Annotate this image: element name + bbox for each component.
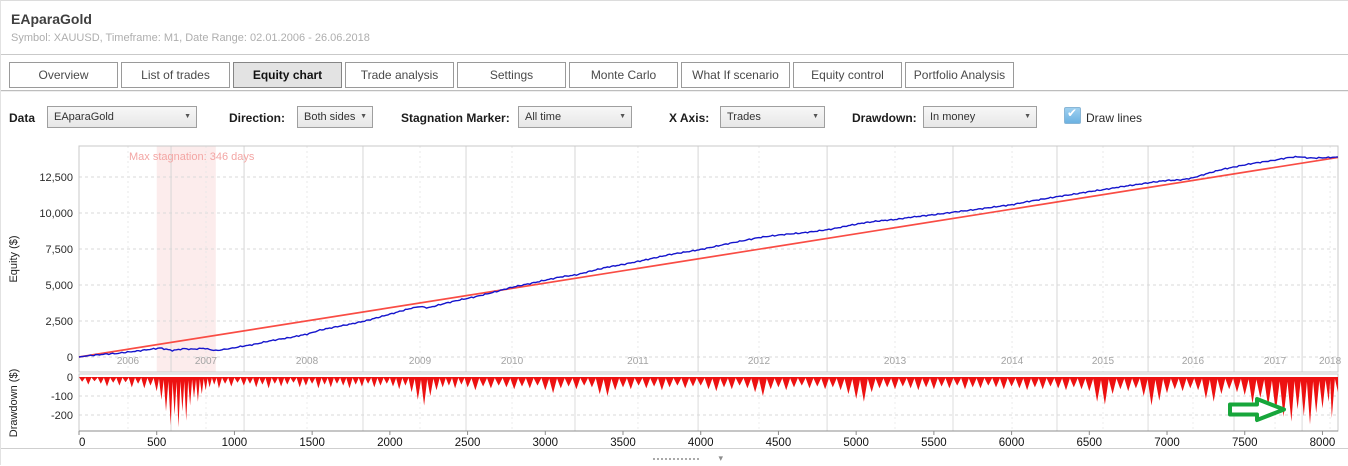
equity-axis-tick-label: 7,500	[45, 244, 73, 256]
year-tick-label: 2008	[296, 356, 319, 367]
direction-select[interactable]: Both sides ▼	[297, 106, 373, 128]
year-tick-label: 2006	[117, 356, 140, 367]
green-arrow-annotation	[1228, 397, 1286, 422]
chart-footer-divider	[1, 448, 1348, 449]
year-tick-label: 2011	[627, 356, 649, 367]
page-subtitle: Symbol: XAUUSD, Timeframe: M1, Date Rang…	[11, 32, 370, 44]
stagnation-band	[156, 146, 216, 372]
chevron-down-icon: ▼	[360, 113, 367, 120]
trade-tick-label: 4000	[688, 437, 714, 449]
year-tick-label: 2014	[1001, 356, 1024, 367]
tab-overview[interactable]: Overview	[9, 62, 118, 88]
drawdown-axis-tick-label: -100	[51, 391, 73, 403]
trade-tick-label: 3500	[610, 437, 636, 449]
trade-tick-label: 5500	[921, 437, 947, 449]
footer-partial-dots	[653, 458, 699, 460]
chevron-down-icon: ▼	[812, 113, 819, 120]
stagnation-label: Max stagnation: 346 days	[129, 151, 255, 163]
data-select[interactable]: EAparaGold ▼	[47, 106, 197, 128]
x-axis-select-value: Trades	[727, 111, 761, 123]
tab-equity-control[interactable]: Equity control	[793, 62, 902, 88]
stagnation-select-value: All time	[525, 111, 562, 123]
tab-bar: Overview List of trades Equity chart Tra…	[1, 55, 1348, 91]
trade-tick-label: 3000	[532, 437, 558, 449]
trade-tick-label: 2500	[455, 437, 481, 449]
trade-tick-label: 4500	[766, 437, 792, 449]
year-tick-label: 2010	[501, 356, 524, 367]
equity-axis-tick-label: 2,500	[45, 316, 73, 328]
drawdown-axis-title: Drawdown ($)	[8, 369, 20, 437]
drawdown-label: Drawdown:	[852, 111, 917, 125]
tab-list-of-trades[interactable]: List of trades	[121, 62, 230, 88]
trade-tick-label: 6500	[1077, 437, 1103, 449]
year-tick-label: 2007	[195, 356, 218, 367]
tab-trade-analysis[interactable]: Trade analysis	[345, 62, 454, 88]
drawdown-area	[79, 377, 1338, 428]
trade-tick-label: 500	[147, 437, 166, 449]
equity-line	[78, 155, 1339, 358]
chart-controls: Data EAparaGold ▼ Direction: Both sides …	[1, 92, 1348, 141]
stagnation-marker-label: Stagnation Marker:	[401, 111, 510, 125]
equity-drawdown-chart: Max stagnation: 346 days 2006 2007 2008 2009…	[8, 145, 1342, 449]
x-axis-select[interactable]: Trades ▼	[720, 106, 825, 128]
tab-portfolio-analysis[interactable]: Portfolio Analysis	[905, 62, 1014, 88]
direction-select-value: Both sides	[304, 111, 356, 123]
x-axis-label: X Axis:	[669, 111, 710, 125]
direction-label: Direction:	[229, 111, 286, 125]
year-tick-label: 2017	[1264, 356, 1287, 367]
draw-lines-checkbox[interactable]	[1064, 106, 1081, 124]
trade-tick-label: 0	[79, 437, 85, 449]
equity-axis-tick-label: 12,500	[39, 172, 73, 184]
draw-lines-label: Draw lines	[1086, 111, 1143, 125]
drawdown-select-value: In money	[930, 111, 976, 123]
report-header: EAparaGold Symbol: XAUUSD, Timeframe: M1…	[1, 1, 1348, 55]
trade-tick-label: 7000	[1154, 437, 1180, 449]
footer-partial-control[interactable]: ▾	[653, 453, 723, 466]
trade-tick-label: 8000	[1310, 437, 1336, 449]
tab-settings[interactable]: Settings	[457, 62, 566, 88]
chevron-down-icon: ▼	[184, 113, 191, 120]
drawdown-axis-tick-label: 0	[67, 372, 73, 384]
equity-plot-border	[78, 145, 1339, 373]
equity-axis-title: Equity ($)	[8, 235, 20, 282]
stagnation-marker-select[interactable]: All time ▼	[518, 106, 632, 128]
year-tick-label: 2013	[884, 356, 907, 367]
equity-axis-tick-label: 5,000	[45, 280, 73, 292]
equity-axis-tick-label: 0	[67, 352, 73, 364]
chevron-down-icon: ▾	[718, 453, 723, 463]
trade-tick-label: 6000	[999, 437, 1025, 449]
year-tick-label: 2012	[748, 356, 771, 367]
trade-tick-label: 1500	[299, 437, 325, 449]
tab-what-if-scenario[interactable]: What If scenario	[681, 62, 790, 88]
trade-tick-label: 1000	[222, 437, 248, 449]
tab-equity-chart[interactable]: Equity chart	[233, 62, 342, 88]
year-tick-label: 2016	[1182, 356, 1205, 367]
drawdown-select[interactable]: In money ▼	[923, 106, 1037, 128]
trade-tick-label: 7500	[1232, 437, 1258, 449]
chevron-down-icon: ▼	[1024, 113, 1031, 120]
tab-monte-carlo[interactable]: Monte Carlo	[569, 62, 678, 88]
data-label: Data	[9, 111, 36, 125]
equity-axis-tick-label: 10,000	[39, 208, 73, 220]
chevron-down-icon: ▼	[619, 113, 626, 120]
trade-tick-label: 2000	[377, 437, 403, 449]
drawdown-axis-tick-label: -200	[51, 410, 73, 422]
year-tick-label: 2018	[1319, 356, 1342, 367]
trade-tick-label: 5000	[843, 437, 869, 449]
trend-line	[78, 156, 1339, 358]
page-title: EAparaGold	[11, 11, 92, 27]
year-tick-label: 2009	[409, 356, 432, 367]
data-select-value: EAparaGold	[54, 111, 114, 123]
year-tick-label: 2015	[1092, 356, 1115, 367]
